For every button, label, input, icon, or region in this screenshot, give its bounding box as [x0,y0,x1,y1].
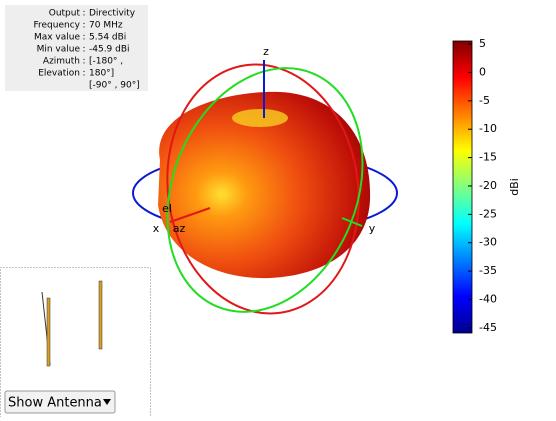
pattern-top [232,109,288,127]
info-colon: : [82,9,85,19]
axis-label: x [153,222,160,235]
axis-label: y [369,222,376,235]
info-label: Output [49,9,81,19]
info-label: Max value [34,33,81,43]
info-value: [-180° , [89,57,123,67]
info-value: 5.54 dBi [89,33,126,43]
colorbar-tick-label: 0 [479,65,486,78]
colorbar-tick-label: 5 [479,37,486,50]
info-label: Azimuth [43,57,80,67]
info-colon: : [82,21,85,31]
info-value: -45.9 dBi [89,45,130,55]
pattern-surface [158,91,371,279]
axis-label: el [162,202,172,215]
info-value: 180°] [89,69,114,79]
dropdown-arrow[interactable] [103,399,111,405]
info-label: Min value [37,45,81,55]
antenna-element [46,297,51,367]
info-label: Elevation [38,69,80,79]
info-colon: : [82,57,85,67]
colorbar-tick-label: -15 [479,151,497,164]
colorbar-label: dBi [508,178,521,196]
axis-label: z [263,45,269,58]
colorbar-tick-label: -5 [479,94,490,107]
dropdown[interactable] [4,390,116,414]
colorbar-tick-label: -35 [479,264,497,277]
colorbar-tick-label: -10 [479,122,497,135]
info-value: [-90° , 90°] [89,81,140,91]
info-label: Frequency [34,21,81,31]
antenna-element [98,280,103,350]
colorbar-tick-label: -20 [479,179,497,192]
info-colon: : [82,33,85,43]
info-colon: : [82,45,85,55]
axis-label: az [173,222,186,235]
info-colon: : [82,69,85,79]
info-value: 70 MHz [89,21,123,31]
info-value: Directivity [89,9,136,19]
x-axis [169,207,211,223]
colorbar-tick-label: -25 [479,207,497,220]
elevation-circle-2 [166,67,364,313]
dropdown-label[interactable]: Show Antenna [8,396,102,411]
y-axis [341,217,363,227]
colorbar-tick-label: -45 [479,321,497,334]
colorbar [452,40,473,334]
colorbar-tick-label: -40 [479,293,497,306]
colorbar-tick-label: -30 [479,236,497,249]
info-bg [5,5,148,91]
